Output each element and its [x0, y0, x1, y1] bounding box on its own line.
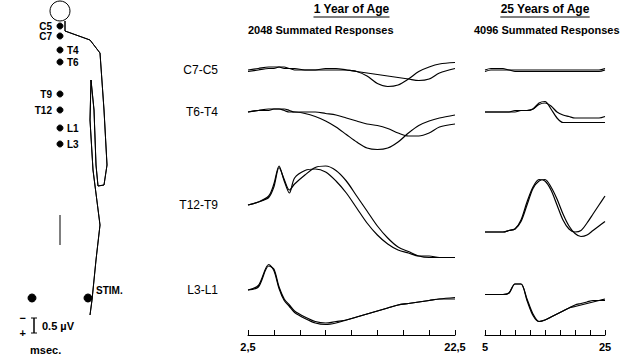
- svg-text:L3: L3: [67, 139, 79, 150]
- svg-text:msec.: msec.: [30, 344, 61, 356]
- svg-text:T6: T6: [67, 57, 79, 68]
- svg-text:T4: T4: [67, 45, 79, 56]
- svg-text:25 Years of Age: 25 Years of Age: [501, 2, 590, 16]
- svg-text:25: 25: [599, 341, 611, 353]
- svg-text:C7-C5: C7-C5: [183, 63, 218, 77]
- svg-text:2,5: 2,5: [240, 341, 255, 353]
- svg-text:C7: C7: [39, 31, 52, 42]
- svg-text:C5: C5: [39, 20, 52, 32]
- svg-text:4096 Summated Responses: 4096 Summated Responses: [474, 24, 620, 36]
- svg-text:−: −: [20, 312, 26, 324]
- svg-text:5: 5: [482, 341, 488, 353]
- svg-text:1 Year of Age: 1 Year of Age: [314, 2, 390, 16]
- svg-text:T9: T9: [40, 89, 52, 100]
- svg-text:T6-T4: T6-T4: [186, 105, 218, 119]
- svg-text:STIM.: STIM.: [96, 285, 123, 296]
- svg-text:T12: T12: [35, 105, 53, 116]
- svg-text:+: +: [20, 327, 26, 339]
- svg-text:0.5 µV: 0.5 µV: [42, 320, 75, 332]
- svg-text:L3-L1: L3-L1: [187, 283, 218, 297]
- svg-text:L1: L1: [67, 123, 79, 134]
- svg-text:T12-T9: T12-T9: [179, 198, 218, 212]
- svg-text:2048 Summated Responses: 2048 Summated Responses: [248, 24, 394, 36]
- svg-text:22,5: 22,5: [444, 341, 465, 353]
